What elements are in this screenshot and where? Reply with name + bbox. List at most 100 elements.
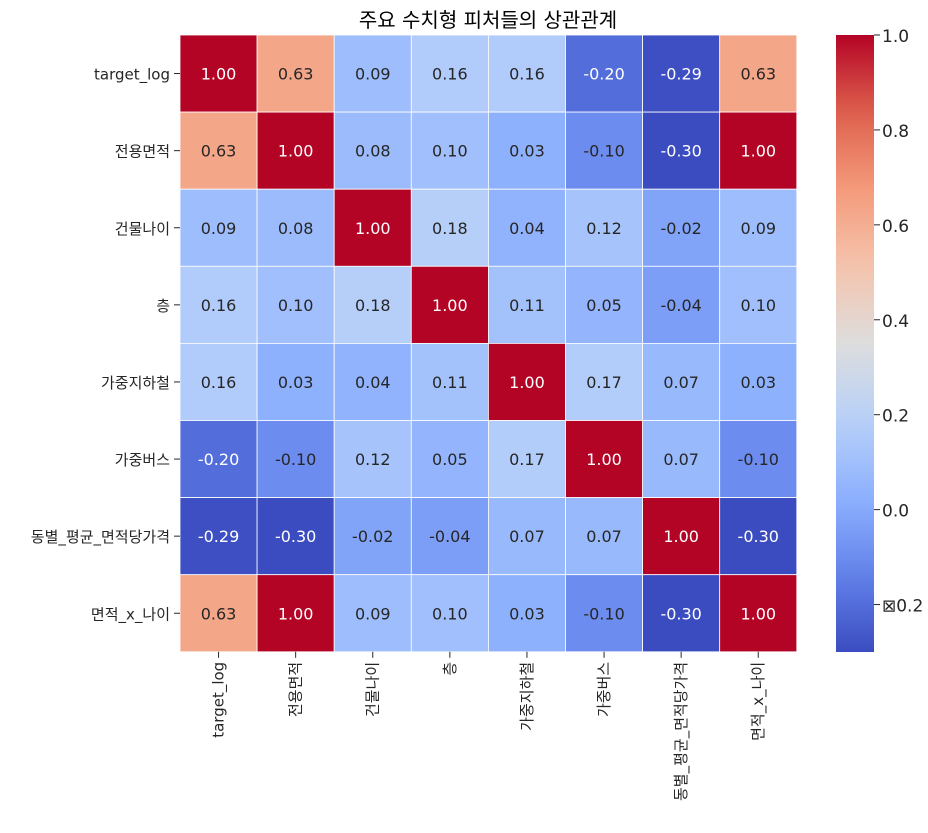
cell-value-label: -0.02: [660, 219, 701, 238]
heatmap-cells: 1.00 0.63 0.09 0.16 0.16 -0.20 -0.29 0.63 0.63 1.…: [179, 34, 798, 653]
column-tick-label: 전용면적: [287, 662, 305, 717]
chart-title: 주요 수치형 피처들의 상관관계: [359, 8, 617, 32]
cell-value-label: 0.08: [355, 142, 391, 161]
cell-value-label: 1.00: [586, 450, 622, 469]
cell-value-label: 0.05: [586, 296, 622, 315]
heatmap-cell: [333, 265, 412, 344]
cell-value-label: 0.09: [355, 604, 391, 623]
heatmap-cell: [719, 342, 798, 421]
cell-value-label: 0.11: [509, 296, 545, 315]
cell-value-label: 0.17: [509, 450, 545, 469]
cell-value-label: -0.29: [660, 65, 701, 84]
cell-value-label: 0.10: [432, 604, 468, 623]
heatmap-cell: [487, 188, 566, 267]
cell-value-label: 1.00: [278, 604, 314, 623]
heatmap-cell: [256, 497, 335, 576]
heatmap-cell: [410, 265, 489, 344]
cell-value-label: 0.04: [355, 373, 391, 392]
heatmap-cell: [565, 188, 643, 267]
colorbar-tick-label: 0.2: [882, 407, 909, 427]
heatmap-cell: [333, 497, 412, 576]
cell-value-label: -0.30: [275, 527, 316, 546]
row-tick-label: 가중버스: [115, 451, 170, 469]
cell-value-label: 1.00: [663, 527, 699, 546]
colorbar-tick-label: 0.0: [882, 502, 909, 522]
cell-value-label: 0.18: [355, 296, 391, 315]
cell-value-label: 0.10: [278, 296, 314, 315]
cell-value-label: 0.07: [509, 527, 545, 546]
colorbar-tick-label: 0.6: [882, 217, 909, 237]
heatmap-cell: [333, 34, 412, 113]
row-tick-label: target_log: [94, 66, 170, 85]
heatmap-cell: [179, 265, 258, 344]
heatmap-cell: [256, 420, 335, 498]
heatmap-cell: [719, 574, 798, 653]
heatmap-cell: [487, 574, 566, 653]
row-tick-label: 건물나이: [115, 220, 170, 238]
row-tick-label: 층: [156, 297, 170, 315]
cell-value-label: -0.04: [429, 527, 470, 546]
heatmap-cell: [410, 34, 489, 113]
heatmap-cell: [333, 420, 412, 498]
cell-value-label: -0.10: [275, 450, 316, 469]
heatmap-cell: [487, 342, 566, 421]
heatmap-cell: [256, 188, 335, 267]
cell-value-label: -0.30: [660, 142, 701, 161]
heatmap-cell: [565, 111, 643, 190]
cell-value-label: 0.03: [740, 373, 776, 392]
heatmap-cell: [410, 188, 489, 267]
heatmap-cell: [565, 342, 643, 421]
cell-value-label: 0.63: [201, 142, 237, 161]
heatmap-cell: [719, 34, 798, 113]
heatmap-cell: [565, 420, 643, 498]
row-tick-label: 면적_x_나이: [91, 605, 170, 624]
cell-value-label: 0.17: [586, 373, 622, 392]
heatmap-cell: [642, 188, 721, 267]
cell-value-label: -0.29: [198, 527, 239, 546]
column-tick-label: 층: [441, 662, 459, 676]
column-tick-label: 동별_평균_면적당가격: [672, 662, 691, 801]
heatmap-cell: [179, 497, 258, 576]
cell-value-label: 0.03: [509, 142, 545, 161]
cell-value-label: 0.05: [432, 450, 468, 469]
cell-value-label: -0.02: [352, 527, 393, 546]
heatmap-cell: [642, 420, 721, 498]
cell-value-label: 0.04: [509, 219, 545, 238]
cell-value-label: -0.10: [738, 450, 779, 469]
cell-value-label: 0.16: [432, 65, 468, 84]
colorbar-tick-label: 1.0: [882, 27, 909, 47]
cell-value-label: 1.00: [278, 142, 314, 161]
heatmap-cell: [487, 111, 566, 190]
colorbar-tick-label: ⊠0.2: [882, 597, 923, 617]
cell-value-label: 0.03: [278, 373, 314, 392]
colorbar-tick-label: 0.8: [882, 122, 909, 142]
colorbar: 1.0 0.8 0.6 0.4 0.2 0.0 ⊠0.2: [836, 27, 923, 652]
cell-value-label: 0.16: [201, 373, 237, 392]
heatmap-cell: [410, 342, 489, 421]
heatmap-cell: [487, 420, 566, 498]
cell-value-label: 0.09: [740, 219, 776, 238]
cell-value-label: 1.00: [740, 604, 776, 623]
colorbar-tick-label: 0.4: [882, 312, 909, 332]
heatmap-cell: [719, 420, 798, 498]
heatmap-cell: [333, 574, 412, 653]
heatmap-cell: [333, 342, 412, 421]
cell-value-label: 1.00: [509, 373, 545, 392]
cell-value-label: 0.16: [509, 65, 545, 84]
heatmap-cell: [487, 265, 566, 344]
heatmap-cell: [719, 111, 798, 190]
column-tick-label: 가중지하철: [518, 662, 536, 731]
cell-value-label: 0.11: [432, 373, 468, 392]
heatmap-cell: [642, 111, 721, 190]
column-tick-label: 가중버스: [595, 662, 613, 717]
colorbar-gradient: [836, 35, 874, 652]
column-tick-label: 건물나이: [364, 662, 382, 717]
cell-value-label: 0.09: [355, 65, 391, 84]
heatmap-cell: [642, 497, 721, 576]
cell-value-label: -0.10: [583, 142, 624, 161]
cell-value-label: -0.30: [738, 527, 779, 546]
row-labels: target_log 전용면적건물나이층가중지하철가중버스동별_평균_면적당가격면…: [31, 66, 180, 624]
cell-value-label: 0.10: [740, 296, 776, 315]
cell-value-label: -0.04: [660, 296, 701, 315]
